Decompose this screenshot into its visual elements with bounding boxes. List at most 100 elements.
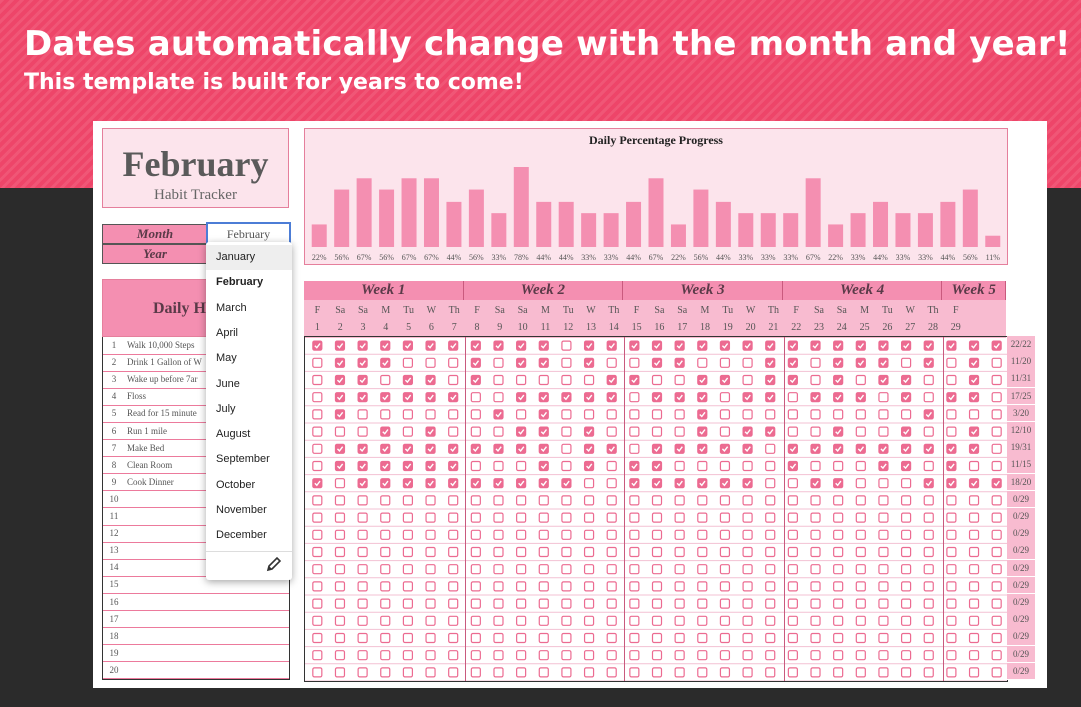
habit-checkbox[interactable] <box>425 529 436 540</box>
habit-checkbox[interactable] <box>402 495 414 506</box>
habit-checkbox[interactable] <box>991 460 1002 472</box>
habit-checkbox[interactable] <box>765 564 776 575</box>
month-option-february[interactable]: February <box>216 276 264 289</box>
habit-checkbox[interactable] <box>674 615 685 626</box>
habit-checkbox[interactable] <box>697 667 708 678</box>
habit-checkbox[interactable] <box>380 632 391 644</box>
habit-checkbox[interactable] <box>380 340 391 351</box>
habit-checkbox[interactable] <box>900 357 912 368</box>
habit-checkbox[interactable] <box>470 374 481 386</box>
habit-checkbox[interactable] <box>629 357 640 368</box>
habit-checkbox[interactable] <box>538 650 549 661</box>
habit-checkbox[interactable] <box>855 426 866 437</box>
habit-checkbox[interactable] <box>448 529 459 540</box>
habit-checkbox[interactable] <box>493 632 504 644</box>
habit-checkbox[interactable] <box>810 443 821 454</box>
habit-checkbox[interactable] <box>538 443 549 454</box>
habit-checkbox[interactable] <box>470 460 481 472</box>
habit-checkbox[interactable] <box>855 340 866 351</box>
habit-checkbox[interactable] <box>991 426 1002 437</box>
habit-checkbox[interactable] <box>425 495 436 506</box>
month-option-june[interactable]: June <box>216 377 240 390</box>
habit-checkbox[interactable] <box>561 495 572 506</box>
habit-checkbox[interactable] <box>946 529 957 540</box>
habit-checkbox[interactable] <box>833 374 844 386</box>
habit-checkbox[interactable] <box>810 598 821 609</box>
habit-checkbox[interactable] <box>380 564 391 575</box>
habit-checkbox[interactable] <box>878 598 889 609</box>
habit-checkbox[interactable] <box>968 512 980 523</box>
habit-checkbox[interactable] <box>516 460 527 472</box>
habit-checkbox[interactable] <box>742 529 753 540</box>
habit-row[interactable]: 16 <box>103 594 289 612</box>
habit-checkbox[interactable] <box>629 632 640 644</box>
habit-checkbox[interactable] <box>312 650 323 661</box>
habit-checkbox[interactable] <box>334 512 346 523</box>
habit-checkbox[interactable] <box>742 374 753 386</box>
habit-checkbox[interactable] <box>448 667 459 678</box>
habit-checkbox[interactable] <box>878 392 889 403</box>
habit-checkbox[interactable] <box>833 512 844 523</box>
habit-checkbox[interactable] <box>516 632 527 644</box>
habit-checkbox[interactable] <box>606 529 617 540</box>
habit-checkbox[interactable] <box>697 374 708 386</box>
habit-checkbox[interactable] <box>833 598 844 609</box>
habit-checkbox[interactable] <box>651 495 663 506</box>
habit-checkbox[interactable] <box>470 392 481 403</box>
habit-checkbox[interactable] <box>334 615 346 626</box>
habit-checkbox[interactable] <box>765 426 776 437</box>
habit-checkbox[interactable] <box>946 546 957 558</box>
habit-row[interactable]: 10 <box>103 491 289 509</box>
habit-checkbox[interactable] <box>991 632 1002 644</box>
habit-checkbox[interactable] <box>334 409 346 420</box>
habit-checkbox[interactable] <box>334 650 346 661</box>
habit-checkbox[interactable] <box>674 495 685 506</box>
habit-checkbox[interactable] <box>561 564 572 575</box>
habit-checkbox[interactable] <box>923 564 934 575</box>
habit-checkbox[interactable] <box>719 667 731 678</box>
habit-checkbox[interactable] <box>425 340 436 351</box>
habit-checkbox[interactable] <box>561 546 572 558</box>
habit-checkbox[interactable] <box>583 495 595 506</box>
habit-checkbox[interactable] <box>742 409 753 420</box>
habit-checkbox[interactable] <box>425 374 436 386</box>
habit-checkbox[interactable] <box>357 667 368 678</box>
habit-checkbox[interactable] <box>923 632 934 644</box>
habit-checkbox[interactable] <box>516 667 527 678</box>
habit-checkbox[interactable] <box>946 615 957 626</box>
habit-checkbox[interactable] <box>923 495 934 506</box>
habit-checkbox[interactable] <box>493 340 504 351</box>
habit-checkbox[interactable] <box>651 340 663 351</box>
habit-checkbox[interactable] <box>470 357 481 368</box>
habit-checkbox[interactable] <box>946 478 957 489</box>
habit-checkbox[interactable] <box>493 409 504 420</box>
habit-checkbox[interactable] <box>493 460 504 472</box>
month-option-september[interactable]: September <box>216 453 270 466</box>
habit-checkbox[interactable] <box>470 598 481 609</box>
habit-checkbox[interactable] <box>402 512 414 523</box>
habit-checkbox[interactable] <box>742 478 753 489</box>
habit-checkbox[interactable] <box>787 581 798 592</box>
habit-checkbox[interactable] <box>402 529 414 540</box>
habit-checkbox[interactable] <box>538 374 549 386</box>
habit-checkbox[interactable] <box>991 409 1002 420</box>
habit-checkbox[interactable] <box>470 495 481 506</box>
habit-checkbox[interactable] <box>946 340 957 351</box>
habit-row[interactable]: 7 Make Bed <box>103 440 289 458</box>
habit-checkbox[interactable] <box>674 443 685 454</box>
habit-checkbox[interactable] <box>765 460 776 472</box>
habit-checkbox[interactable] <box>878 443 889 454</box>
habit-checkbox[interactable] <box>538 615 549 626</box>
habit-checkbox[interactable] <box>787 426 798 437</box>
habit-checkbox[interactable] <box>402 392 414 403</box>
habit-checkbox[interactable] <box>991 650 1002 661</box>
habit-checkbox[interactable] <box>855 392 866 403</box>
habit-checkbox[interactable] <box>312 409 323 420</box>
habit-checkbox[interactable] <box>493 615 504 626</box>
habit-checkbox[interactable] <box>583 478 595 489</box>
habit-checkbox[interactable] <box>629 460 640 472</box>
month-option-march[interactable]: March <box>216 301 247 314</box>
habit-checkbox[interactable] <box>674 392 685 403</box>
habit-checkbox[interactable] <box>810 426 821 437</box>
habit-checkbox[interactable] <box>334 426 346 437</box>
